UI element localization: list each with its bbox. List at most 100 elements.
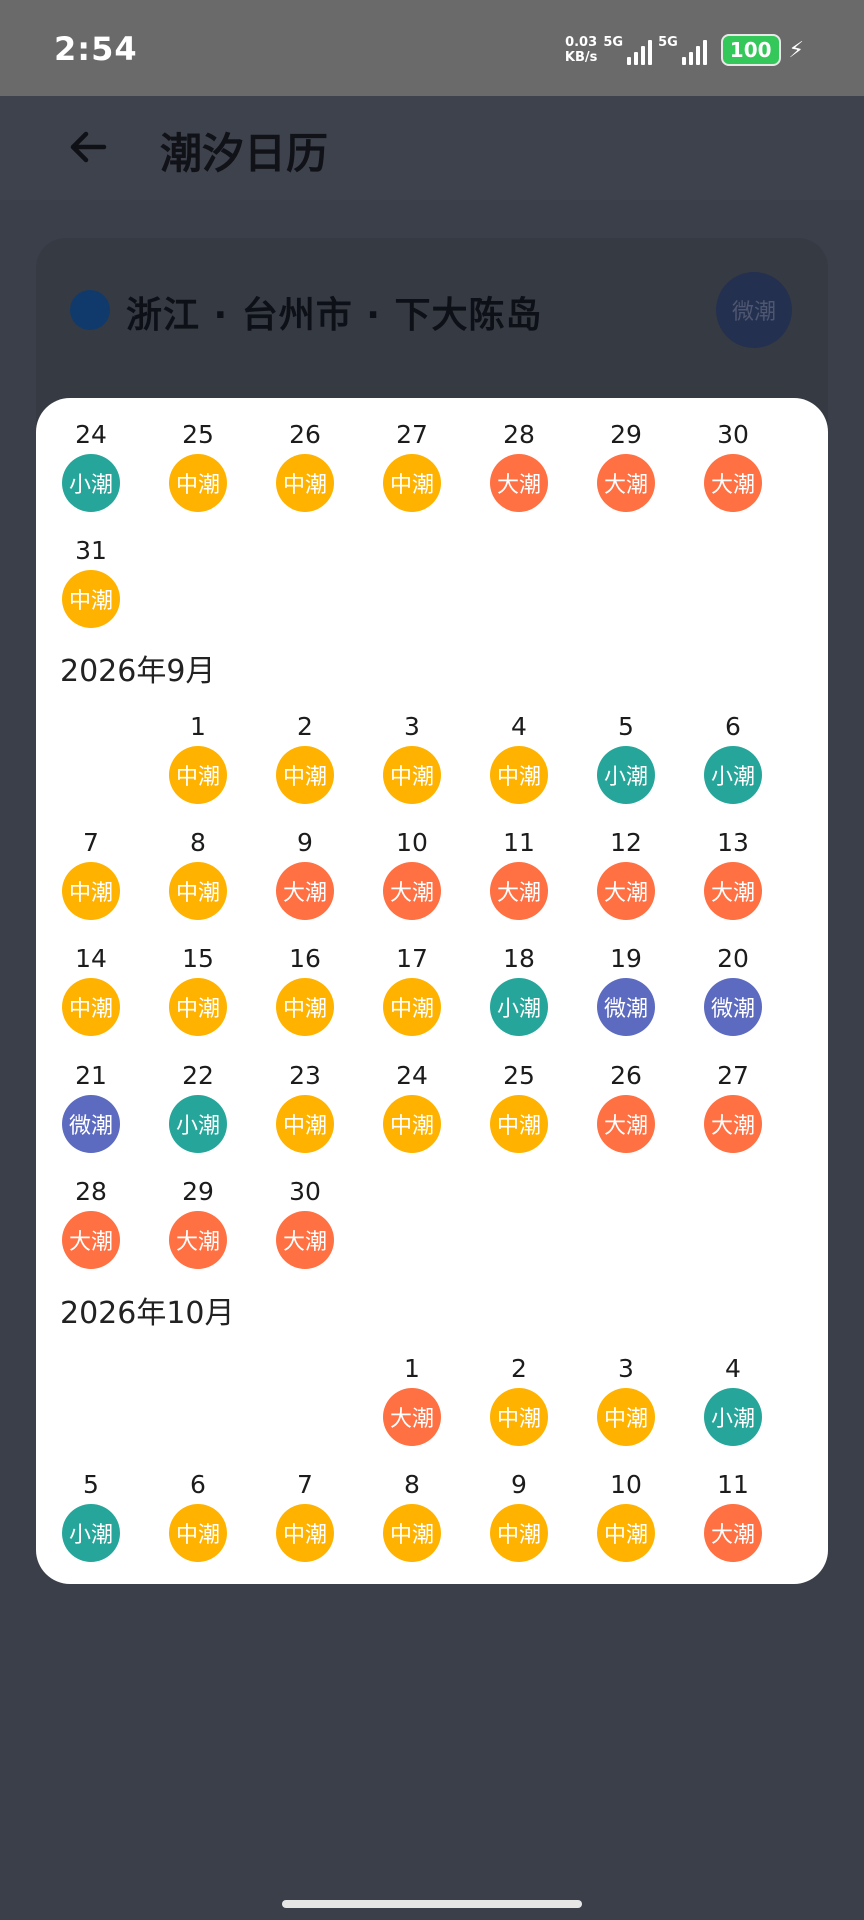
- day-number: 30: [717, 420, 749, 449]
- navigation-bar: [0, 1884, 864, 1920]
- day-number: 29: [610, 420, 642, 449]
- day-number: 4: [725, 1354, 741, 1383]
- calendar-day[interactable]: 30 大潮: [680, 420, 786, 530]
- tide-badge: 中潮: [490, 1388, 548, 1446]
- tide-badge: 微潮: [597, 978, 655, 1036]
- calendar-day[interactable]: 4 小潮: [680, 1354, 786, 1464]
- calendar-day[interactable]: 11 大潮: [680, 1470, 786, 1580]
- day-number: 11: [503, 828, 535, 857]
- tide-badge: 大潮: [276, 1211, 334, 1269]
- status-icons: 0.03 KB/s 5G 5G 100 ⚡: [565, 30, 804, 70]
- calendar-day[interactable]: 28 大潮: [38, 1177, 144, 1287]
- calendar-day[interactable]: 12 大潮: [573, 828, 679, 938]
- calendar-day[interactable]: 31 中潮: [38, 536, 144, 646]
- signal-icon: [681, 39, 707, 65]
- tide-badge: 小潮: [62, 1504, 120, 1562]
- calendar-day[interactable]: 10 中潮: [573, 1470, 679, 1580]
- calendar-day[interactable]: 9 中潮: [466, 1470, 572, 1580]
- calendar-day[interactable]: 16 中潮: [252, 944, 358, 1054]
- calendar-day[interactable]: 24 小潮: [38, 420, 144, 530]
- tide-badge: 大潮: [490, 862, 548, 920]
- day-number: 22: [182, 1061, 214, 1090]
- tide-badge: 大潮: [383, 1388, 441, 1446]
- calendar-day[interactable]: 8 中潮: [359, 1470, 465, 1580]
- location-dot-icon: [70, 290, 110, 330]
- calendar-day[interactable]: 18 小潮: [466, 944, 572, 1054]
- calendar-day[interactable]: 2 中潮: [252, 712, 358, 822]
- calendar-day[interactable]: 20 微潮: [680, 944, 786, 1054]
- calendar-day[interactable]: 3 中潮: [359, 712, 465, 822]
- calendar-day[interactable]: 9 大潮: [252, 828, 358, 938]
- day-number: 7: [83, 828, 99, 857]
- calendar-day[interactable]: 5 小潮: [38, 1470, 144, 1580]
- sim2-signal: 5G: [658, 35, 707, 65]
- calendar-day[interactable]: 11 大潮: [466, 828, 572, 938]
- calendar-day[interactable]: 25 中潮: [466, 1061, 572, 1171]
- calendar-day[interactable]: 30 大潮: [252, 1177, 358, 1287]
- calendar-day[interactable]: 24 中潮: [359, 1061, 465, 1171]
- day-number: 25: [182, 420, 214, 449]
- calendar-day[interactable]: 19 微潮: [573, 944, 679, 1054]
- day-number: 14: [75, 944, 107, 973]
- tide-badge: 中潮: [62, 570, 120, 628]
- calendar-day[interactable]: 13 大潮: [680, 828, 786, 938]
- tide-badge: 中潮: [276, 746, 334, 804]
- tide-badge: 大潮: [490, 454, 548, 512]
- calendar-day[interactable]: 5 小潮: [573, 712, 679, 822]
- day-number: 18: [503, 944, 535, 973]
- home-indicator[interactable]: [282, 1900, 582, 1908]
- calendar-day[interactable]: 1 中潮: [145, 712, 251, 822]
- tide-badge: 中潮: [490, 746, 548, 804]
- day-number: 25: [503, 1061, 535, 1090]
- tide-badge: 中潮: [169, 862, 227, 920]
- tide-badge: 小潮: [704, 746, 762, 804]
- network-speed-unit: KB/s: [564, 50, 598, 65]
- calendar-day[interactable]: 1 大潮: [359, 1354, 465, 1464]
- calendar-day[interactable]: 10 大潮: [359, 828, 465, 938]
- day-number: 24: [396, 1061, 428, 1090]
- calendar-day[interactable]: 26 中潮: [252, 420, 358, 530]
- calendar-day[interactable]: 7 中潮: [252, 1470, 358, 1580]
- back-arrow-icon[interactable]: [64, 122, 114, 172]
- calendar-day[interactable]: 25 中潮: [145, 420, 251, 530]
- tide-badge: 大潮: [704, 1095, 762, 1153]
- tide-badge: 大潮: [276, 862, 334, 920]
- sim2-label: 5G: [658, 35, 678, 50]
- tide-badge: 大潮: [704, 862, 762, 920]
- calendar-day[interactable]: 29 大潮: [573, 420, 679, 530]
- tide-badge: 大潮: [597, 1095, 655, 1153]
- calendar-day[interactable]: 21 微潮: [38, 1061, 144, 1171]
- calendar-day[interactable]: 22 小潮: [145, 1061, 251, 1171]
- day-number: 9: [297, 828, 313, 857]
- calendar-day[interactable]: 8 中潮: [145, 828, 251, 938]
- tide-badge: 中潮: [276, 1504, 334, 1562]
- calendar-day[interactable]: 14 中潮: [38, 944, 144, 1054]
- day-number: 3: [618, 1354, 634, 1383]
- calendar-day[interactable]: 4 中潮: [466, 712, 572, 822]
- tide-badge: 中潮: [62, 862, 120, 920]
- calendar-day[interactable]: 6 中潮: [145, 1470, 251, 1580]
- calendar-day[interactable]: 28 大潮: [466, 420, 572, 530]
- tide-calendar-sheet: 24 小潮 25 中潮 26 中潮 27 中潮 28 大潮 29 大潮 30 大潮 31 中潮 2026年9月 1…: [36, 398, 828, 1584]
- calendar-day[interactable]: 2 中潮: [466, 1354, 572, 1464]
- day-number: 29: [182, 1177, 214, 1206]
- calendar-day[interactable]: 15 中潮: [145, 944, 251, 1054]
- calendar-day[interactable]: 26 大潮: [573, 1061, 679, 1171]
- calendar-day[interactable]: 29 大潮: [145, 1177, 251, 1287]
- tide-badge: 中潮: [597, 1388, 655, 1446]
- calendar-day[interactable]: 23 中潮: [252, 1061, 358, 1171]
- calendar-day[interactable]: 27 大潮: [680, 1061, 786, 1171]
- day-number: 1: [190, 712, 206, 741]
- calendar-day[interactable]: 6 小潮: [680, 712, 786, 822]
- calendar-day[interactable]: 7 中潮: [38, 828, 144, 938]
- tide-badge: 微潮: [62, 1095, 120, 1153]
- calendar-day[interactable]: 27 中潮: [359, 420, 465, 530]
- location-tide-badge: 微潮: [716, 272, 792, 348]
- tide-badge: 小潮: [704, 1388, 762, 1446]
- tide-badge: 中潮: [383, 1504, 441, 1562]
- tide-badge: 小潮: [597, 746, 655, 804]
- calendar-day[interactable]: 17 中潮: [359, 944, 465, 1054]
- calendar-day[interactable]: 3 中潮: [573, 1354, 679, 1464]
- day-number: 2: [297, 712, 313, 741]
- tide-badge: 中潮: [383, 978, 441, 1036]
